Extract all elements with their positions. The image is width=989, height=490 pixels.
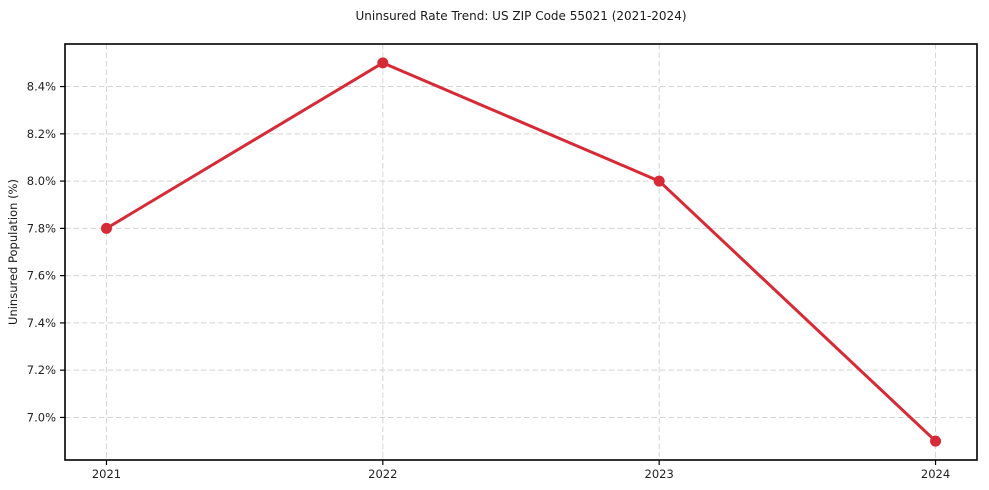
y-tick-label: 8.0% [27, 174, 56, 188]
data-point [100, 222, 112, 234]
data-point [377, 57, 389, 69]
y-tick-label: 7.4% [27, 316, 56, 330]
y-tick-label: 7.0% [27, 410, 56, 424]
x-tick-label: 2021 [92, 467, 121, 481]
chart-title: Uninsured Rate Trend: US ZIP Code 55021 … [355, 9, 687, 23]
data-point [653, 175, 665, 187]
y-tick-label: 8.4% [27, 80, 56, 94]
plot-border [64, 43, 978, 461]
y-tick-label: 7.2% [27, 363, 56, 377]
data-point [930, 435, 942, 447]
x-tick-label: 2022 [368, 467, 397, 481]
y-tick-label: 7.6% [27, 269, 56, 283]
x-tick-label: 2024 [921, 467, 950, 481]
y-tick-label: 8.2% [27, 127, 56, 141]
y-tick-label: 7.8% [27, 221, 56, 235]
trend-line [104, 61, 938, 443]
x-tick-label: 2023 [645, 467, 674, 481]
